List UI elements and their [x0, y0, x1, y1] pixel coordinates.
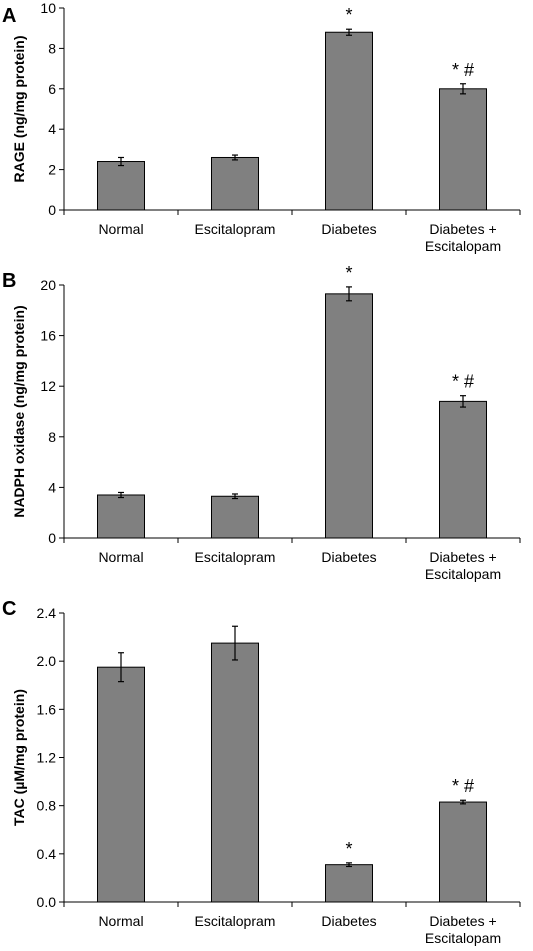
x-category-label: Escitalopram	[195, 221, 276, 237]
y-tick-label: 0	[48, 202, 56, 218]
bar	[439, 400, 487, 539]
panel-letter: A	[2, 5, 16, 27]
significance-marker: * #	[452, 776, 474, 796]
x-category-label: Normal	[98, 913, 143, 929]
bar	[439, 88, 487, 211]
y-tick-label: 12	[40, 378, 56, 394]
y-tick-label: 1.2	[37, 750, 57, 766]
x-category-label: Escitalopam	[425, 566, 501, 582]
x-category-label: Normal	[98, 549, 143, 565]
panel-letter: C	[2, 598, 16, 620]
y-tick-label: 16	[40, 328, 56, 344]
significance-marker: * #	[452, 372, 474, 392]
significance-marker: * #	[452, 60, 474, 80]
significance-marker: *	[345, 5, 352, 25]
bar	[211, 642, 259, 903]
x-category-label: Escitalopram	[195, 913, 276, 929]
y-tick-label: 8	[48, 429, 56, 445]
bar	[97, 161, 145, 211]
chart-panel-b: B NADPH oxidase (ng/mg protein) 0 4 8 12 16 20 N…	[2, 263, 521, 582]
bar	[97, 666, 145, 903]
bar	[439, 801, 487, 903]
x-category-label: Diabetes +	[429, 549, 496, 565]
y-tick-label: 0.8	[37, 798, 57, 814]
bar	[325, 864, 373, 903]
bar	[211, 156, 259, 211]
significance-marker: *	[345, 263, 352, 283]
y-tick-label: 4	[48, 479, 56, 495]
y-tick-label: 0.4	[37, 846, 57, 862]
bar	[325, 31, 373, 211]
y-axis-title: NADPH oxidase (ng/mg protein)	[11, 305, 27, 517]
y-tick-label: 2.0	[37, 653, 57, 669]
panel-letter: B	[2, 270, 16, 292]
x-category-label: Escitalopram	[195, 549, 276, 565]
bar	[97, 494, 145, 539]
y-axis-title: TAC (µM/mg protein)	[11, 689, 27, 826]
y-tick-label: 1.6	[37, 701, 57, 717]
y-tick-label: 20	[40, 277, 56, 293]
x-category-label: Diabetes +	[429, 913, 496, 929]
x-category-label: Diabetes	[321, 221, 376, 237]
y-tick-label: 10	[40, 0, 56, 16]
y-tick-label: 2.4	[37, 605, 57, 621]
bar	[211, 495, 259, 539]
x-category-label: Diabetes	[321, 549, 376, 565]
significance-marker: *	[345, 839, 352, 859]
chart-panel-a: A RAGE (ng/mg protein) 0 2 4 6 8 10 Normal Escita…	[2, 0, 521, 254]
x-category-label: Normal	[98, 221, 143, 237]
y-tick-label: 2	[48, 162, 56, 178]
x-category-label: Diabetes +	[429, 221, 496, 237]
y-tick-label: 8	[48, 40, 56, 56]
y-axis-title: RAGE (ng/mg protein)	[11, 36, 27, 183]
y-tick-label: 0	[48, 530, 56, 546]
y-tick-label: 6	[48, 81, 56, 97]
chart-panel-c: C TAC (µM/mg protein) 0.0 0.4 0.8 1.2 1.6 2.0 2.…	[2, 598, 521, 946]
x-category-label: Escitalopam	[425, 930, 501, 946]
x-category-label: Escitalopam	[425, 238, 501, 254]
bar	[325, 293, 373, 539]
x-category-label: Diabetes	[321, 913, 376, 929]
y-tick-label: 4	[48, 121, 56, 137]
y-tick-label: 0.0	[37, 894, 57, 910]
